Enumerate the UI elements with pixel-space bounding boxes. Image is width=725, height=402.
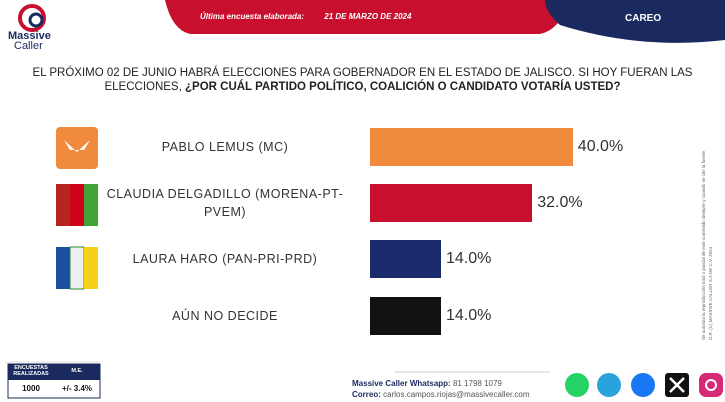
bar <box>370 184 533 222</box>
party-logo-morena <box>56 184 70 226</box>
whatsapp-icon[interactable] <box>565 373 589 397</box>
chart-title: EL PRÓXIMO 02 DE JUNIO HABRÁ ELECCIONES … <box>32 67 693 93</box>
logo-text: Massive Caller <box>8 30 51 52</box>
value-label: 14.0% <box>445 307 492 324</box>
logo-word: Caller <box>14 40 43 52</box>
value-label: 14.0% <box>445 250 492 267</box>
logo-icon <box>28 12 44 28</box>
value-label: 40.0% <box>577 138 624 155</box>
side-note: D.R. (C) MASSIVE CALLER S.A DE C.V. 2024 <box>708 246 713 340</box>
survey-value: 1000 <box>22 384 40 393</box>
header-band <box>165 0 570 34</box>
instagram-icon <box>705 379 717 391</box>
bar <box>370 240 441 278</box>
x-icon <box>669 377 685 393</box>
survey-header <box>8 364 100 380</box>
email: carlos.campos.riojas@massivecaller.com <box>383 390 530 399</box>
facebook-icon[interactable] <box>631 373 655 397</box>
survey-header-cell: M.E. <box>71 368 83 374</box>
email-label: Correo: <box>352 390 381 399</box>
party-logo-pvem <box>84 184 98 226</box>
side-notes: Se autoriza la reproducción total o parc… <box>700 151 714 340</box>
logo-word: Massive <box>8 30 51 42</box>
header-tab <box>545 0 725 43</box>
party-logo-pt <box>70 184 84 226</box>
header-tab-label: CAREO <box>625 13 662 24</box>
value-label: 32.0% <box>537 194 583 211</box>
chart-subtitle: ¿POR CUÁL PARTIDO POLÍTICO, COALICIÓN O … <box>185 81 621 93</box>
whatsapp: 81 1798 1079 <box>452 379 502 388</box>
survey-values: 1000 +/- 3.4% <box>8 384 100 393</box>
contact: Massive Caller Whatsapp: 81 1798 1079 Co… <box>352 378 530 400</box>
category-label: AÚN NO DECIDE <box>172 309 278 323</box>
header-date: 21 DE MARZO DE 2024 <box>324 12 412 21</box>
bar <box>370 128 573 166</box>
party-logo-pan <box>56 247 70 289</box>
survey-value: +/- 3.4% <box>61 384 92 393</box>
telegram-icon[interactable] <box>597 373 621 397</box>
party-logo-mc <box>64 140 90 152</box>
party-logo-prd <box>84 247 98 289</box>
party-logo-mc <box>56 127 98 169</box>
instagram-icon[interactable] <box>699 373 723 397</box>
survey-header-cell: ENCUESTAS REALIZADAS <box>13 365 49 377</box>
whatsapp-label: Massive Caller Whatsapp: <box>352 379 451 388</box>
question: EL PRÓXIMO 02 DE JUNIO HABRÁ ELECCIONES … <box>30 66 695 94</box>
logo-icon <box>18 4 46 32</box>
side-note: Se autoriza la reproducción total o parc… <box>701 150 706 340</box>
category-label: LAURA HARO (PAN-PRI-PRD) <box>132 252 318 266</box>
category-label: CLAUDIA DELGADILLO (MORENA-PT-PVEM) <box>106 187 344 219</box>
category-label: PABLO LEMUS (MC) <box>161 140 289 154</box>
header-text: Última encuesta elaborada: 21 DE MARZO D… <box>200 12 411 21</box>
survey-headers: ENCUESTAS REALIZADAS M.E. <box>8 365 100 378</box>
bar <box>370 297 441 335</box>
header-label: Última encuesta elaborada: <box>200 12 305 21</box>
